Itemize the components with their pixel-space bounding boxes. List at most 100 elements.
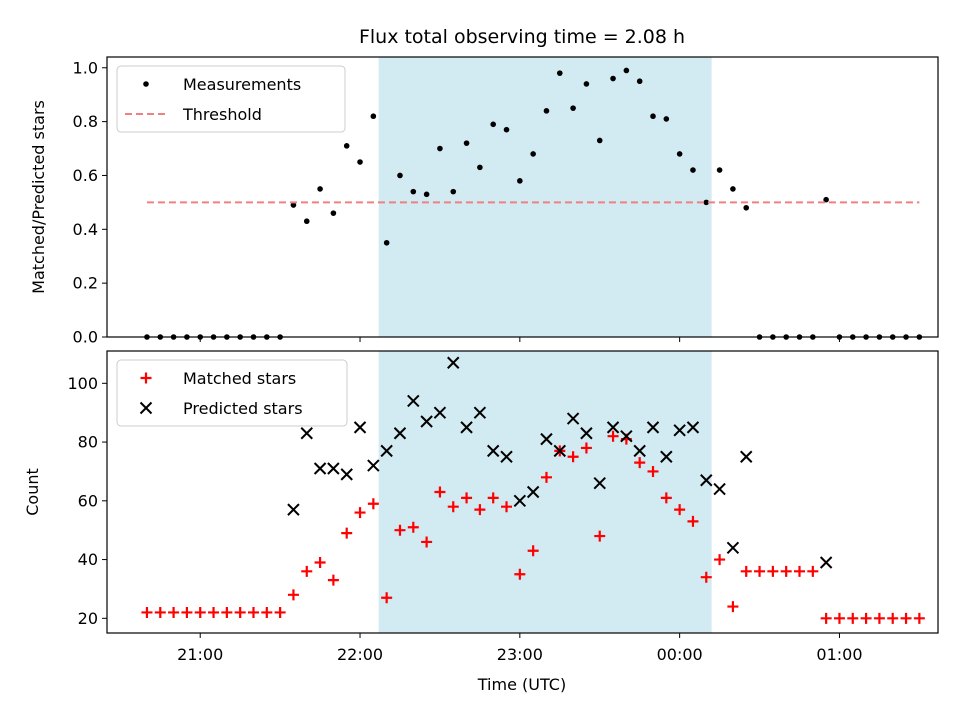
data-point xyxy=(287,589,299,601)
data-point xyxy=(313,462,327,475)
data-point xyxy=(594,530,606,542)
count-panel: 20 40 60 80 100 21:00 22:00 23:00 00:00 01:00 Coun… xyxy=(23,350,939,664)
data-point xyxy=(447,501,459,513)
data-point xyxy=(570,105,576,111)
ratio-panel: 0.0 0.2 0.4 0.6 0.8 1.0 Matched/Predicted star… xyxy=(29,56,939,347)
data-point xyxy=(820,612,832,624)
data-point xyxy=(596,137,603,144)
data-point xyxy=(381,592,393,604)
data-point xyxy=(500,450,513,463)
data-point xyxy=(407,394,420,408)
data-point xyxy=(290,202,297,208)
x-tick-label: 22:00 xyxy=(337,645,383,664)
data-point xyxy=(646,421,660,434)
legend-marker xyxy=(139,401,153,415)
data-point xyxy=(636,78,643,85)
observing-window-shade xyxy=(378,351,712,633)
data-point xyxy=(393,427,407,440)
data-point xyxy=(860,612,872,624)
data-point xyxy=(660,492,672,504)
data-point xyxy=(794,565,805,577)
y-tick-label: 0.6 xyxy=(73,166,98,185)
data-point xyxy=(420,415,433,428)
data-point xyxy=(663,116,670,122)
data-point xyxy=(583,81,590,87)
data-point xyxy=(686,421,700,434)
data-point xyxy=(341,527,353,539)
data-point xyxy=(823,196,829,203)
legend: Measurements Threshold xyxy=(116,65,346,133)
data-point xyxy=(647,465,659,477)
y-tick-label: 40 xyxy=(78,550,98,569)
data-point xyxy=(461,492,473,504)
data-point xyxy=(754,565,766,577)
data-point xyxy=(141,606,153,618)
data-point xyxy=(687,515,699,527)
x-tick-label: 01:00 xyxy=(816,645,862,664)
x-axis-label: Time (UTC) xyxy=(477,675,566,694)
data-point xyxy=(743,204,750,211)
data-point xyxy=(397,172,403,179)
data-point xyxy=(247,606,259,618)
data-point xyxy=(727,601,739,613)
data-point xyxy=(380,444,393,458)
data-point xyxy=(343,143,350,149)
data-point xyxy=(261,606,273,618)
data-point xyxy=(437,145,443,152)
data-point xyxy=(487,492,499,504)
data-point xyxy=(543,108,550,114)
y-tick-label: 1.0 xyxy=(73,58,98,77)
data-point xyxy=(421,536,433,548)
y-axis-label: Count xyxy=(23,468,42,516)
data-point xyxy=(740,565,752,577)
data-point xyxy=(517,178,523,184)
data-point xyxy=(700,571,712,583)
data-point xyxy=(716,167,723,173)
data-point xyxy=(700,474,713,487)
data-point xyxy=(327,574,339,586)
x-tick-label: 00:00 xyxy=(657,645,703,664)
data-point xyxy=(433,406,447,419)
data-point xyxy=(623,67,630,74)
data-point xyxy=(234,606,246,618)
data-point xyxy=(847,612,859,624)
data-point xyxy=(887,612,899,624)
data-point xyxy=(674,504,686,516)
data-point xyxy=(450,188,457,195)
data-point xyxy=(208,606,220,618)
data-point xyxy=(353,421,367,434)
data-point xyxy=(780,565,792,577)
data-point xyxy=(513,494,527,508)
plot-frame xyxy=(106,56,939,338)
data-point xyxy=(460,421,473,434)
series-predicted-stars xyxy=(287,356,833,569)
data-point xyxy=(463,140,470,146)
data-point xyxy=(490,121,497,128)
data-point xyxy=(540,471,552,483)
data-point xyxy=(676,151,683,157)
data-point xyxy=(477,164,483,171)
data-point xyxy=(367,459,380,472)
data-point xyxy=(317,186,323,192)
legend-box xyxy=(116,65,346,133)
legend-label: Matched stars xyxy=(183,369,296,388)
data-point xyxy=(673,424,686,437)
data-point xyxy=(474,504,486,516)
data-point xyxy=(367,498,379,510)
data-point xyxy=(181,606,193,618)
legend-label: Measurements xyxy=(183,75,301,94)
data-point xyxy=(556,70,563,76)
legend-marker xyxy=(140,372,152,384)
data-point xyxy=(447,356,460,369)
data-point xyxy=(713,482,726,496)
data-point xyxy=(383,239,390,246)
data-point xyxy=(690,167,696,173)
data-point xyxy=(540,432,553,446)
data-point xyxy=(303,218,310,225)
data-point xyxy=(340,468,353,481)
legend-marker xyxy=(143,81,149,87)
data-point xyxy=(530,151,536,157)
legend: Matched stars Predicted stars xyxy=(116,359,348,427)
data-point xyxy=(553,444,566,458)
